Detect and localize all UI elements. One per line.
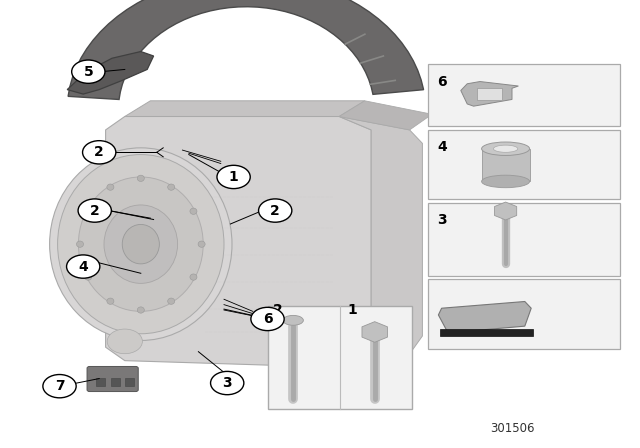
Ellipse shape [104, 205, 178, 283]
Circle shape [83, 141, 116, 164]
Ellipse shape [137, 307, 145, 313]
Bar [428, 279, 620, 349]
Text: 3: 3 [437, 213, 447, 227]
Circle shape [259, 199, 292, 222]
Ellipse shape [482, 175, 530, 188]
Bar [477, 88, 502, 100]
Ellipse shape [79, 177, 204, 311]
Bar [428, 130, 620, 199]
Polygon shape [68, 0, 424, 99]
Bar [268, 306, 412, 409]
Ellipse shape [190, 274, 197, 280]
Ellipse shape [283, 315, 303, 325]
Ellipse shape [107, 298, 114, 304]
Circle shape [67, 255, 100, 278]
Bar [96, 378, 105, 386]
Ellipse shape [198, 241, 205, 247]
Text: 6: 6 [437, 75, 447, 89]
Ellipse shape [122, 224, 159, 264]
FancyBboxPatch shape [87, 366, 138, 392]
Ellipse shape [58, 155, 224, 334]
Ellipse shape [84, 274, 92, 280]
Ellipse shape [77, 241, 83, 247]
Bar [440, 329, 533, 336]
Ellipse shape [107, 184, 114, 190]
Polygon shape [339, 116, 422, 367]
Polygon shape [438, 302, 531, 333]
Bar [428, 64, 620, 126]
Text: 4: 4 [78, 259, 88, 274]
Circle shape [211, 371, 244, 395]
Ellipse shape [84, 208, 92, 214]
Ellipse shape [138, 175, 145, 181]
Ellipse shape [168, 298, 175, 304]
Polygon shape [67, 52, 154, 94]
Text: 5: 5 [83, 65, 93, 79]
Text: 3: 3 [222, 376, 232, 390]
Ellipse shape [190, 208, 197, 214]
Text: 1: 1 [228, 170, 239, 184]
Text: 7: 7 [54, 379, 65, 393]
Ellipse shape [168, 184, 175, 190]
Polygon shape [461, 82, 518, 106]
Circle shape [217, 165, 250, 189]
Circle shape [78, 199, 111, 222]
Polygon shape [125, 101, 365, 116]
Circle shape [72, 60, 105, 83]
Ellipse shape [108, 329, 143, 354]
Polygon shape [106, 116, 371, 367]
Bar [125, 378, 134, 386]
Bar [428, 203, 620, 276]
Polygon shape [339, 101, 432, 130]
Ellipse shape [493, 145, 518, 152]
Text: 2: 2 [90, 203, 100, 218]
Bar [482, 149, 530, 181]
Bar [111, 378, 120, 386]
Text: 6: 6 [262, 312, 273, 326]
Text: 2: 2 [273, 302, 282, 317]
Text: 2: 2 [270, 203, 280, 218]
Ellipse shape [50, 148, 232, 340]
Circle shape [251, 307, 284, 331]
Text: 301506: 301506 [490, 422, 534, 435]
Ellipse shape [482, 142, 530, 155]
Circle shape [43, 375, 76, 398]
Text: 4: 4 [437, 140, 447, 154]
Text: 2: 2 [94, 145, 104, 159]
Text: 1: 1 [347, 302, 357, 317]
